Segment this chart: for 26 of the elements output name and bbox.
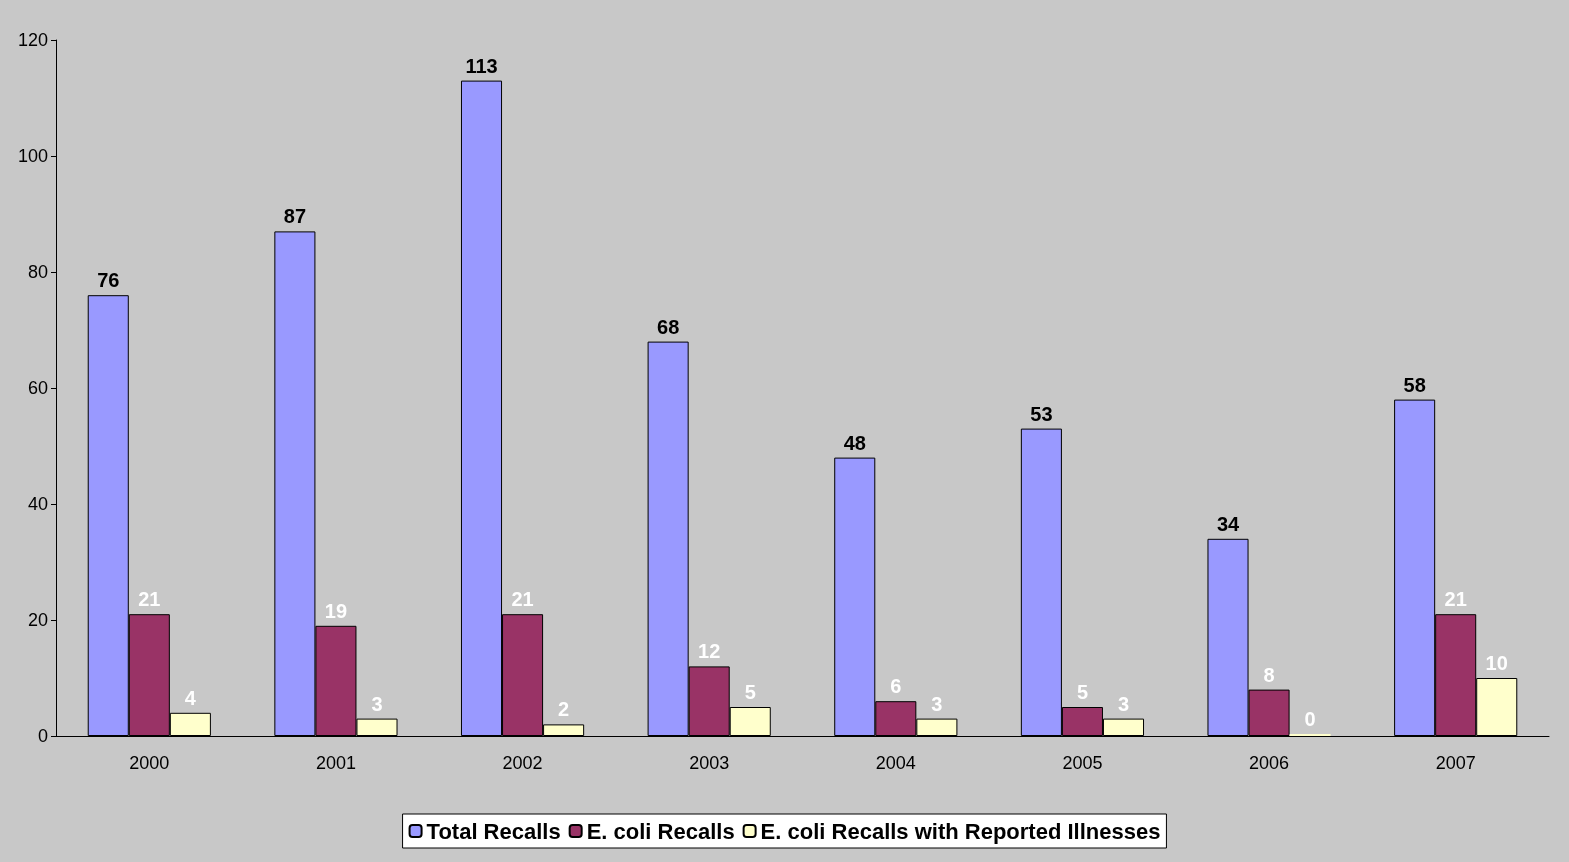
data-label: 34 bbox=[1216, 512, 1240, 535]
y-tick-label: 60 bbox=[27, 378, 48, 398]
x-tick-label: 2006 bbox=[1249, 753, 1290, 773]
y-tick-label: 120 bbox=[17, 30, 48, 50]
x-tick-label: 2004 bbox=[875, 753, 916, 773]
y-tick-label: 80 bbox=[27, 262, 48, 282]
x-tick-label: 2001 bbox=[315, 753, 356, 773]
legend-label: Total Recalls bbox=[426, 818, 561, 844]
data-label: 58 bbox=[1403, 373, 1426, 396]
legend-label: E. coli Recalls bbox=[586, 818, 735, 844]
data-label: 76 bbox=[97, 269, 120, 292]
y-tick-label: 0 bbox=[37, 726, 48, 746]
x-tick-label: 2000 bbox=[129, 753, 170, 773]
y-tick-label: 100 bbox=[17, 146, 48, 166]
data-label: 113 bbox=[465, 54, 498, 77]
y-tick-label: 40 bbox=[27, 494, 48, 514]
data-label: 53 bbox=[1030, 402, 1053, 425]
x-tick-label: 2007 bbox=[1435, 753, 1476, 773]
data-label: 87 bbox=[283, 205, 307, 228]
x-tick-label: 2002 bbox=[502, 753, 543, 773]
x-tick-label: 2005 bbox=[1062, 753, 1103, 773]
data-label: 68 bbox=[657, 315, 680, 338]
legend-label: E. coli Recalls with Reported Illnesses bbox=[760, 818, 1161, 844]
y-tick-label: 20 bbox=[27, 610, 48, 630]
x-tick-label: 2003 bbox=[689, 753, 730, 773]
data-label: 48 bbox=[843, 431, 866, 454]
